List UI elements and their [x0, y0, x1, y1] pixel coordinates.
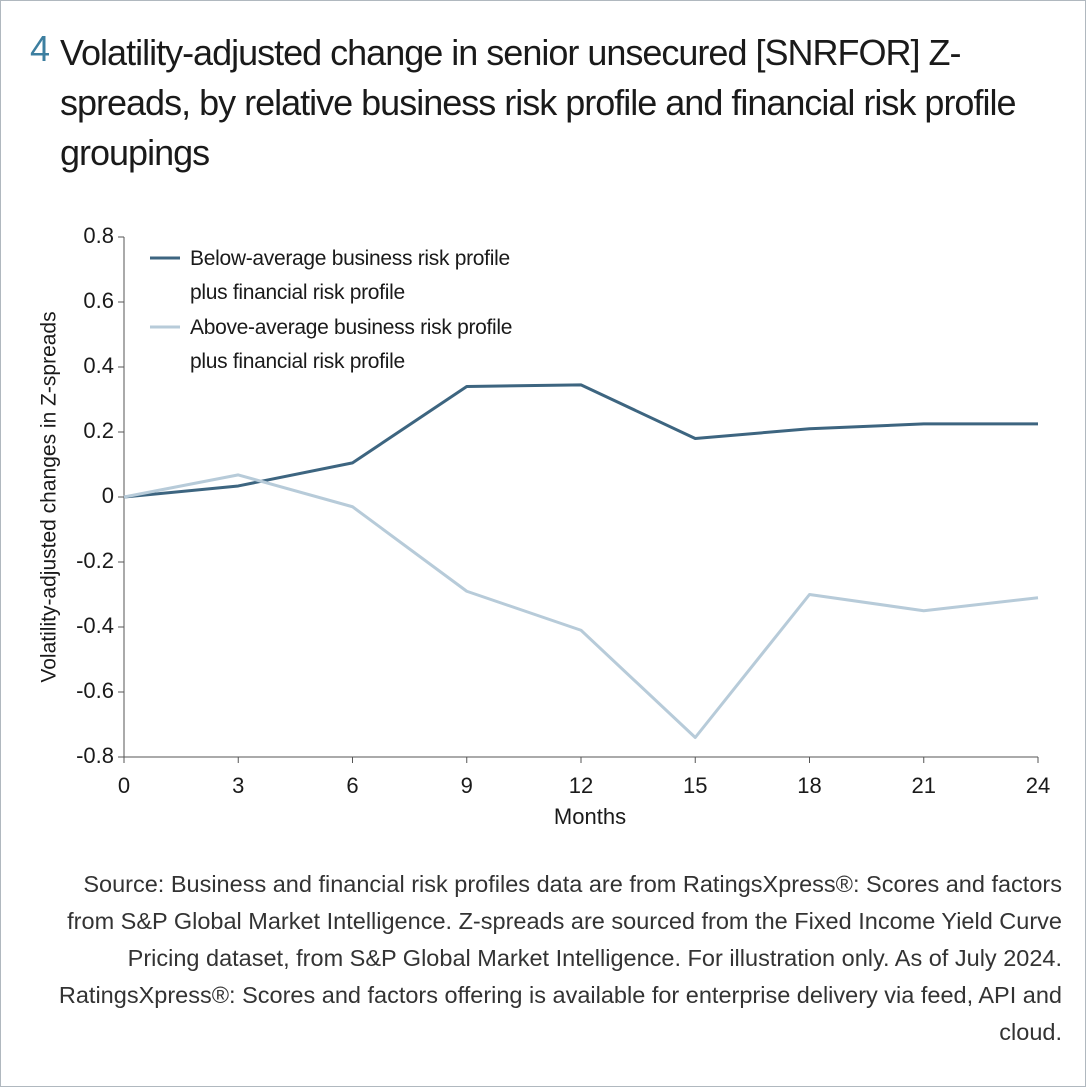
chart-number: 4	[30, 28, 51, 69]
y-tick-label: -0.4	[76, 613, 114, 638]
x-tick-label: 9	[461, 773, 473, 798]
x-tick-label: 24	[1026, 773, 1050, 798]
y-tick-label: 0.4	[83, 353, 114, 378]
series-line	[123, 473, 1039, 739]
y-tick-label: 0.8	[83, 223, 114, 248]
y-tick-label: 0	[102, 483, 114, 508]
y-axis-label: Volatility-adjusted changes in Z-spreads	[38, 311, 61, 682]
x-tick-label: 12	[569, 773, 593, 798]
x-tick-label: 15	[683, 773, 707, 798]
series-line	[123, 383, 1038, 499]
y-tick-label: 0.6	[83, 288, 114, 313]
y-tick-label: -0.8	[76, 743, 114, 768]
x-axis-label: Months	[554, 804, 626, 829]
x-tick-label: 6	[346, 773, 358, 798]
legend-label: Below-average business risk profile plus…	[190, 247, 510, 304]
y-tick-label: 0.2	[83, 418, 114, 443]
x-tick-label: 21	[912, 773, 936, 798]
chart-title: Volatility-adjusted change in senior uns…	[60, 32, 1016, 173]
x-tick-label: 18	[797, 773, 821, 798]
legend-label: Above-average business risk profile plus…	[190, 316, 513, 373]
x-tick-label: 0	[118, 773, 130, 798]
source-note: Source: Business and financial risk prof…	[58, 871, 1062, 1045]
y-tick-label: -0.6	[76, 678, 114, 703]
y-tick-label: -0.2	[76, 548, 114, 573]
x-tick-label: 3	[232, 773, 244, 798]
